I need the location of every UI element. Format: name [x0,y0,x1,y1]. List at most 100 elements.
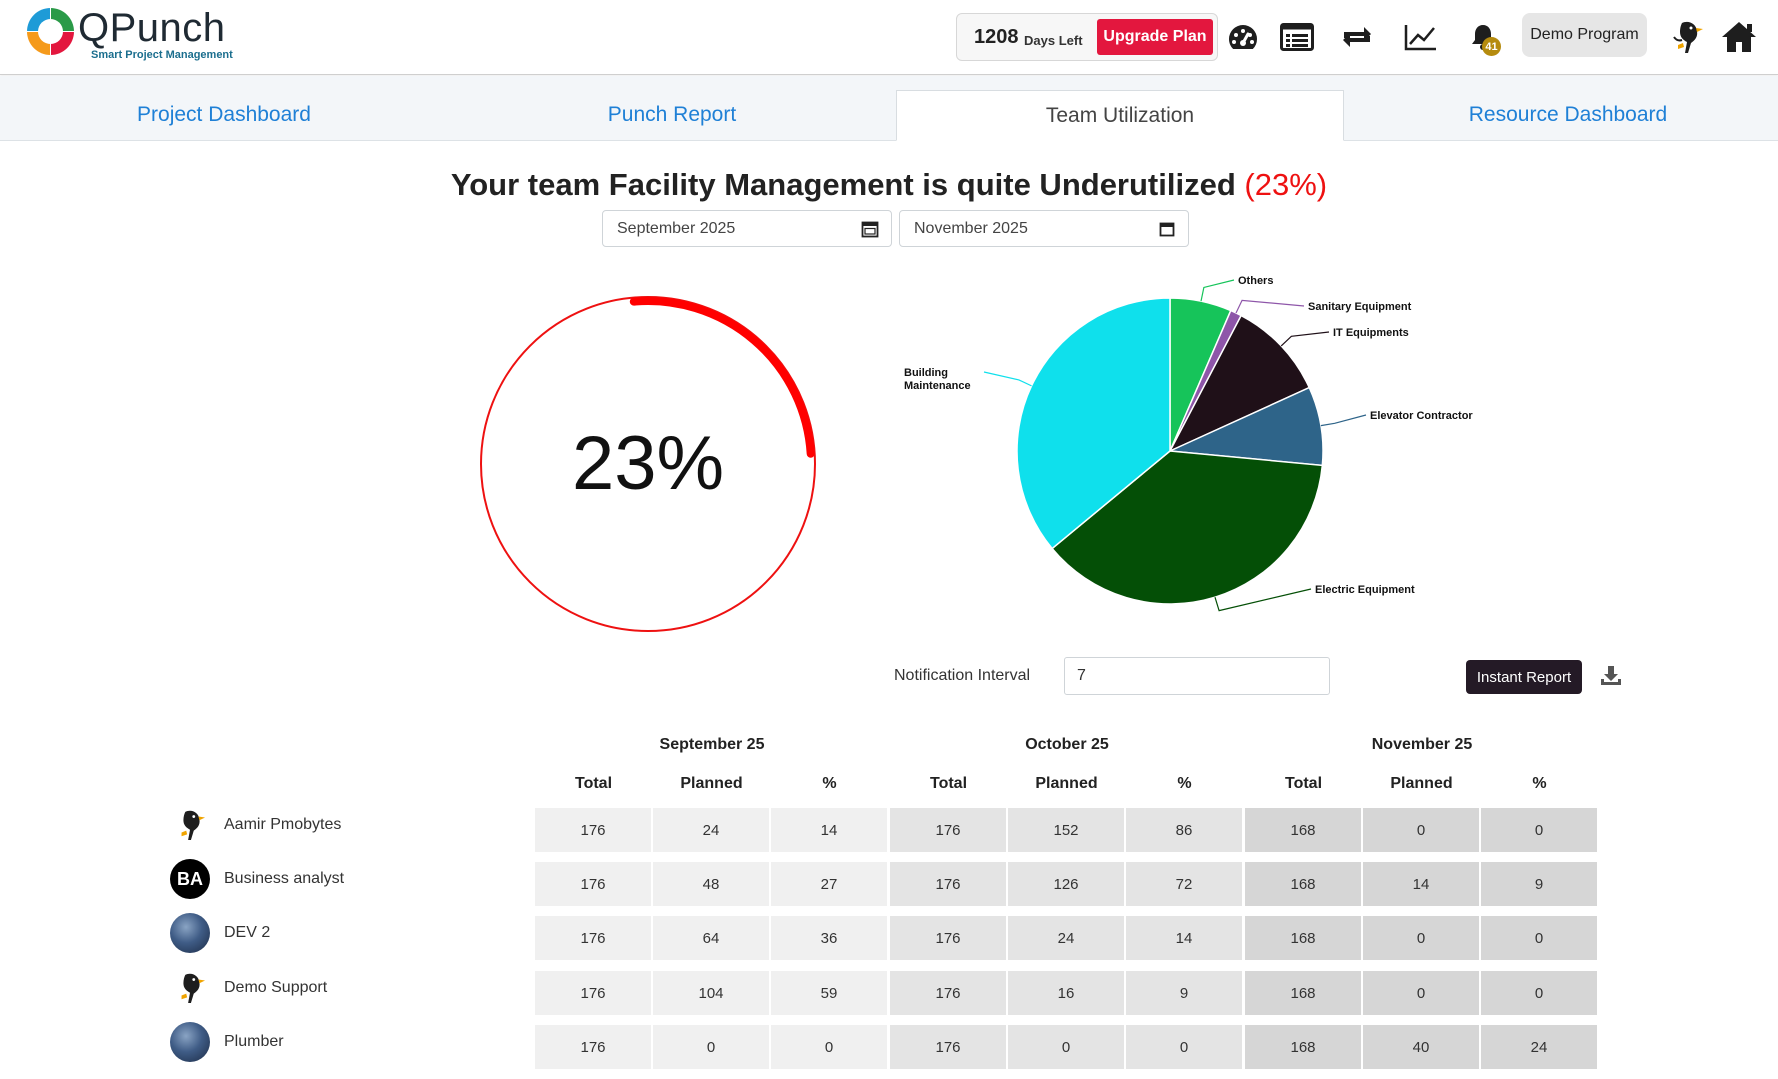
table-cell: 176 [535,862,651,906]
home-icon[interactable] [1720,18,1758,56]
table-cell: 14 [1363,862,1479,906]
photo-avatar [170,913,210,953]
table-cell: 0 [1008,1025,1124,1069]
pie-label: Building Maintenance [904,367,971,392]
logo-wordmark: QPunch [78,6,226,50]
tab-project-dashboard[interactable]: Project Dashboard [137,103,311,126]
equipment-pie-chart: Others Sanitary Equipment IT Equipments Ele… [904,275,1473,612]
calendar-icon[interactable] [1158,220,1176,238]
list-icon[interactable] [1278,18,1316,56]
pie-label: Others [1238,275,1273,287]
table-cell: 14 [771,808,887,852]
days-left-label: Days Left [1024,33,1083,48]
tab-resource-dashboard[interactable]: Resource Dashboard [1468,103,1668,126]
pie-leader-line [1214,588,1312,612]
tab-punch-report[interactable]: Punch Report [607,103,737,126]
column-header: Total [1284,775,1323,792]
team-member-name: Business analyst [224,870,345,887]
gauge-percent-label: 23% [571,421,725,506]
table-cell: 176 [890,916,1006,960]
table-cell: 0 [1126,1025,1242,1069]
column-header: Planned [1035,775,1098,792]
table-cell: 59 [771,971,887,1015]
user-avatar-icon[interactable] [1668,18,1706,56]
dashboard-gauge-icon[interactable] [1224,18,1262,56]
trend-chart-icon[interactable] [1402,18,1440,56]
avatar-initials: BA [170,859,210,899]
table-cell: 27 [771,862,887,906]
table-cell: 0 [771,1025,887,1069]
team-member-row[interactable]: BA Business analyst [170,857,344,901]
program-selector[interactable]: Demo Program [1522,13,1647,57]
sync-icon[interactable] [1338,18,1376,56]
table-cell: 176 [535,916,651,960]
notification-interval-input[interactable]: 7 [1064,657,1330,695]
month-header: November 25 [1371,736,1473,753]
team-member-name: Aamir Pmobytes [224,816,342,833]
penguin-avatar-icon [170,805,210,845]
qpunch-logo[interactable]: QPunch Smart Project Management [27,6,267,64]
end-month-input[interactable]: November 2025 [899,210,1189,247]
pie-leader-line [1235,299,1305,314]
download-icon[interactable] [1600,665,1622,687]
calendar-icon[interactable] [861,220,879,238]
table-cell: 168 [1245,916,1361,960]
pie-slice-electric-equipment[interactable] [1051,450,1324,605]
table-cell: 152 [1008,808,1124,852]
team-member-row[interactable]: DEV 2 [170,911,270,955]
table-cell: 0 [1363,916,1479,960]
table-cell: 48 [653,862,769,906]
team-member-name: Demo Support [224,979,328,996]
table-cell: 104 [653,971,769,1015]
table-cell: 24 [1008,916,1124,960]
pie-label: Sanitary Equipment [1308,301,1412,313]
bell-icon[interactable]: 41 [1464,18,1502,56]
team-member-name: Plumber [224,1033,284,1050]
table-cell: 24 [1481,1025,1597,1069]
table-cell: 168 [1245,808,1361,852]
column-header: Total [929,775,968,792]
column-header: Planned [1390,775,1453,792]
team-member-name: DEV 2 [224,924,271,941]
table-cell: 24 [653,808,769,852]
upgrade-plan-button[interactable]: Upgrade Plan [1097,19,1213,55]
table-cell: 176 [890,862,1006,906]
month-header: September 25 [659,736,765,753]
pie-label: Elevator Contractor [1370,410,1473,422]
pie-leader-line [1200,279,1235,302]
team-member-row[interactable]: Demo Support [170,966,327,1010]
pie-leader-line [1320,414,1367,427]
instant-report-button[interactable]: Instant Report [1466,660,1582,694]
notification-interval-label: Notification Interval [894,667,1031,684]
table-cell: 0 [653,1025,769,1069]
table-cell: 168 [1245,971,1361,1015]
column-header: % [1532,775,1547,792]
pie-leader-line [983,371,1032,387]
column-header: Total [574,775,613,792]
table-cell: 72 [1126,862,1242,906]
table-cell: 176 [890,1025,1006,1069]
table-cell: 0 [1481,916,1597,960]
table-cell: 176 [535,1025,651,1069]
table-cell: 0 [1363,971,1479,1015]
start-month-value: September 2025 [617,219,736,237]
start-month-input[interactable]: September 2025 [602,210,892,247]
table-cell: 0 [1481,971,1597,1015]
column-header: Planned [680,775,743,792]
tab-team-utilization[interactable]: Team Utilization [896,90,1344,141]
table-cell: 64 [653,916,769,960]
table-cell: 168 [1245,862,1361,906]
month-header: October 25 [1025,736,1109,753]
table-cell: 86 [1126,808,1242,852]
pie-slice-it-equipments[interactable] [1168,314,1311,453]
table-cell: 9 [1481,862,1597,906]
top-navbar: QPunch Smart Project Management 1208 Day… [0,0,1778,75]
logo-mark-icon [27,8,74,55]
dashboard-tabs: Project Dashboard Punch Report Team Util… [0,76,1778,141]
team-member-row[interactable]: Aamir Pmobytes [170,803,341,847]
utilization-headline: Your team Facility Management is quite U… [0,167,1778,203]
column-header: % [1177,775,1192,792]
table-cell: 36 [771,916,887,960]
table-cell: 16 [1008,971,1124,1015]
team-member-row[interactable]: Plumber [170,1020,284,1064]
